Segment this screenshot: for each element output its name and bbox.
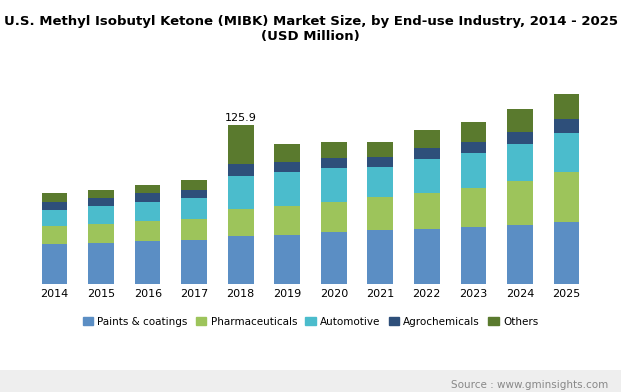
Bar [553, 222, 579, 284]
Bar [461, 189, 486, 227]
Bar [135, 221, 160, 241]
Bar [42, 193, 68, 202]
Bar [461, 142, 486, 153]
Bar [135, 202, 160, 221]
Bar [461, 153, 486, 189]
Bar [321, 232, 347, 284]
Bar [42, 226, 68, 244]
Bar [414, 148, 440, 160]
Bar [414, 229, 440, 284]
Bar [414, 131, 440, 148]
Bar [414, 193, 440, 229]
Bar [274, 144, 300, 162]
Bar [88, 190, 114, 198]
Bar [368, 197, 393, 230]
Bar [228, 236, 253, 284]
Bar [507, 225, 533, 284]
Bar [507, 132, 533, 144]
Legend: Paints & coatings, Pharmaceuticals, Automotive, Agrochemicals, Others: Paints & coatings, Pharmaceuticals, Auto… [79, 312, 542, 331]
Bar [135, 241, 160, 284]
Bar [228, 165, 253, 176]
Bar [461, 122, 486, 142]
Bar [461, 227, 486, 284]
Bar [507, 109, 533, 132]
Text: 125.9: 125.9 [225, 113, 256, 123]
Bar [321, 158, 347, 168]
Bar [88, 223, 114, 243]
Bar [553, 119, 579, 133]
Bar [181, 180, 207, 190]
Bar [321, 202, 347, 232]
Bar [88, 198, 114, 206]
Bar [42, 210, 68, 226]
Bar [228, 125, 253, 165]
Bar [414, 160, 440, 193]
Bar [228, 209, 253, 236]
Bar [507, 181, 533, 225]
Bar [42, 202, 68, 210]
Bar [321, 142, 347, 158]
Text: Source : www.gminsights.com: Source : www.gminsights.com [451, 380, 609, 390]
Bar [274, 172, 300, 206]
Bar [135, 193, 160, 202]
Bar [321, 168, 347, 202]
Bar [507, 144, 533, 181]
Bar [368, 167, 393, 197]
Bar [181, 198, 207, 219]
Bar [181, 219, 207, 240]
Bar [181, 190, 207, 198]
Bar [88, 243, 114, 284]
Bar [274, 235, 300, 284]
Bar [368, 230, 393, 284]
Bar [181, 240, 207, 284]
Bar [274, 162, 300, 172]
Bar [368, 157, 393, 167]
Bar [42, 244, 68, 284]
Bar [274, 206, 300, 235]
Title: U.S. Methyl Isobutyl Ketone (MIBK) Market Size, by End-use Industry, 2014 - 2025: U.S. Methyl Isobutyl Ketone (MIBK) Marke… [4, 15, 617, 43]
Bar [553, 172, 579, 222]
Bar [88, 206, 114, 223]
Bar [228, 176, 253, 209]
Bar [553, 94, 579, 119]
Bar [368, 142, 393, 157]
Bar [553, 133, 579, 172]
Bar [135, 185, 160, 193]
